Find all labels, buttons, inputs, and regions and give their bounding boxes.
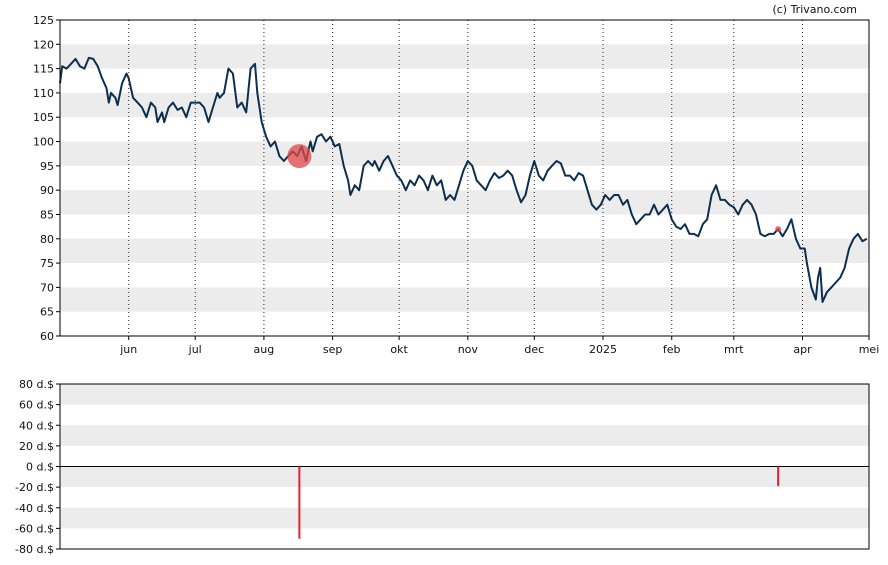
volume-y-tick-label: 20 d.$: [19, 440, 54, 453]
y-tick-label: 110: [33, 87, 54, 100]
y-tick-label: 105: [33, 111, 54, 124]
y-tick-label: 75: [40, 257, 54, 270]
volume-y-tick-label: 60 d.$: [19, 399, 54, 412]
volume-y-axis-ticks: 80 d.$ 60 d.$ 40 d.$ 20 d.$ 0 d.$ -20 d.$ -40 …: [15, 378, 60, 556]
y-tick-label: 85: [40, 208, 54, 221]
x-tick-label: jul: [188, 343, 202, 356]
x-tick-label: dec: [524, 343, 544, 356]
event-marker: [775, 226, 782, 233]
x-tick-label: nov: [458, 343, 479, 356]
price-band: [60, 92, 869, 118]
volume-band: [60, 425, 869, 446]
price-band: [60, 287, 869, 312]
volume-y-tick-label: 40 d.$: [19, 419, 54, 432]
volume-y-tick-label: -80 d.$: [15, 543, 54, 556]
y-tick-label: 70: [40, 281, 54, 294]
price-y-axis-ticks: 60 65 70 75 80 85 90 95 100 105 110 115 120 125: [33, 14, 60, 343]
volume-chart: 80 d.$ 60 d.$ 40 d.$ 20 d.$ 0 d.$ -20 d.$ -40 …: [15, 378, 870, 556]
x-tick-label: jun: [119, 343, 137, 356]
x-tick-label: 2025: [589, 343, 617, 356]
y-tick-label: 95: [40, 160, 54, 173]
x-tick-label: feb: [663, 343, 681, 356]
price-chart-frame: [59, 19, 870, 337]
event-marker: [287, 144, 312, 169]
volume-y-tick-label: 80 d.$: [19, 378, 54, 391]
volume-chart-bands: [60, 384, 869, 529]
x-tick-label: mei: [859, 343, 880, 356]
x-tick-label: sep: [323, 343, 342, 356]
volume-y-tick-label: 0 d.$: [26, 461, 54, 474]
y-tick-label: 65: [40, 306, 54, 319]
y-tick-label: 120: [33, 38, 54, 51]
volume-y-tick-label: -40 d.$: [15, 502, 54, 515]
y-tick-label: 115: [33, 63, 54, 76]
y-tick-label: 80: [40, 233, 54, 246]
y-tick-label: 125: [33, 14, 54, 27]
volume-band: [60, 507, 869, 529]
price-chart-bands: [60, 44, 869, 312]
volume-band: [60, 466, 869, 488]
x-axis-month-ticks: jun jul aug sep okt nov dec 2025 feb mrt apr mei: [119, 336, 879, 356]
price-line-series: [59, 56, 868, 303]
x-tick-label: okt: [390, 343, 408, 356]
volume-band: [60, 384, 869, 405]
y-tick-label: 90: [40, 184, 54, 197]
y-tick-label: 100: [33, 136, 54, 149]
x-tick-label: mrt: [724, 343, 744, 356]
x-tick-label: apr: [793, 343, 812, 356]
volume-bars: [298, 466, 780, 539]
price-line: [59, 56, 868, 303]
event-markers: [287, 144, 782, 233]
y-tick-label: 60: [40, 330, 54, 343]
x-tick-label: aug: [254, 343, 275, 356]
price-chart-month-gridlines: [128, 20, 804, 336]
price-band: [60, 190, 869, 215]
price-band: [60, 238, 869, 264]
volume-y-tick-label: -60 d.$: [15, 522, 54, 535]
price-band: [60, 44, 869, 69]
price-band: [60, 141, 869, 166]
credit-text: (c) Trivano.com: [772, 3, 857, 16]
volume-y-tick-label: -20 d.$: [15, 481, 54, 494]
